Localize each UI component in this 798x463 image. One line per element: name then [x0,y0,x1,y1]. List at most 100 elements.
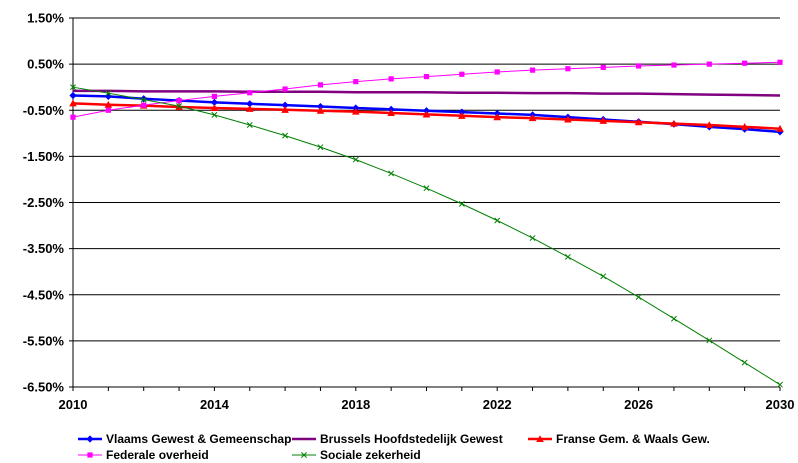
x-marker-stroke [211,111,218,118]
series-5 [70,84,783,388]
data-point [317,82,324,88]
data-point [564,253,571,260]
x-marker-stroke [706,337,713,344]
legend-item-3: Franse Gem. & Waals Gew. [528,432,710,446]
data-point [211,111,218,118]
data-point [69,99,77,107]
data-point [740,123,749,130]
x-marker-stroke [564,253,571,260]
data-point [353,79,359,85]
data-point [176,103,183,110]
x-marker-stroke [741,359,748,366]
data-point [210,104,219,111]
x-marker-stroke [600,273,607,280]
data-point [422,110,431,118]
series-3 [69,99,784,132]
data-point [600,64,606,70]
data-point [705,121,714,129]
series-2 [73,89,781,97]
data-point [105,107,111,113]
data-point [140,95,148,103]
x-tick-label: 2014 [200,397,230,412]
data-point [69,91,77,100]
axes [69,17,781,391]
data-point [105,90,112,97]
data-point [317,144,324,151]
legend-label: Federale overheid [106,448,209,462]
data-point [600,273,607,280]
data-point [671,62,677,68]
x-marker-stroke [317,144,324,151]
data-point [352,107,360,115]
x-tick-label: 2022 [483,397,512,412]
y-tick-label: -6.50% [23,380,65,395]
data-point [70,114,76,120]
legend-label: Vlaams Gewest & Gemeenschap [106,432,291,446]
data-point [564,115,572,123]
y-axis-tick-labels: 1.50% 0.50% -0.50% -1.50% -2.50% -3.50% -4.50%… [23,11,65,395]
data-point [423,185,430,192]
data-point [636,63,642,69]
data-point [565,66,571,72]
data-point [706,61,712,67]
data-point [741,359,748,366]
x-marker-stroke [635,294,642,301]
legend: Vlaams Gewest & Gemeenschap Brussels Hoof… [78,432,710,462]
x-axis-tick-labels: 2010 2014 2018 2022 2026 2030 [59,397,795,412]
data-point [70,84,76,91]
series-lines [69,59,784,388]
data-point [246,122,253,128]
data-point [388,170,395,177]
data-point [529,67,536,73]
y-tick-label: 1.50% [27,11,64,26]
data-point [635,294,642,301]
data-point [140,96,147,103]
legend-swatch-marker [86,435,94,443]
data-point [742,60,748,66]
data-point [281,105,289,113]
data-point [246,100,254,108]
data-point [352,156,359,163]
data-point [245,105,254,112]
data-point [776,124,784,132]
legend-item-4: Federale overheid [78,448,209,462]
y-tick-label: -5.50% [23,333,65,348]
y-tick-label: 0.50% [27,57,64,72]
x-marker-stroke [140,96,147,103]
data-point [387,109,395,117]
data-point [670,315,677,322]
data-point [423,73,430,80]
x-tick-label: 2018 [341,397,370,412]
data-point [599,117,608,124]
data-point [777,59,783,65]
data-point [316,106,325,114]
data-point [706,337,713,344]
x-tick-label: 2010 [59,397,88,412]
series-4 [70,59,783,120]
x-marker-stroke [282,132,289,139]
legend-item-1: Vlaams Gewest & Gemeenschap [78,432,291,446]
x-marker-stroke [388,170,395,177]
data-point [210,98,218,107]
series-line [73,89,781,97]
legend-swatch-marker [87,452,93,458]
legend-label: Sociale zekerheid [320,448,421,462]
data-point [777,381,783,388]
data-point [388,76,394,82]
data-point [282,132,289,139]
x-tick-label: 2030 [766,397,795,412]
legend-label: Brussels Hoofdstedelijk Gewest [320,432,503,446]
data-point [211,93,217,100]
y-tick-label: -0.50% [23,103,65,118]
data-point [281,101,289,109]
x-marker-stroke [494,217,501,224]
x-marker-stroke [777,381,783,388]
y-tick-label: -3.50% [23,241,65,256]
x-marker-stroke [352,156,359,163]
x-marker-stroke [529,235,536,241]
data-point [634,118,643,126]
data-point [176,97,182,104]
x-marker-stroke [246,122,253,128]
data-point [459,71,465,77]
series-line [72,86,781,386]
